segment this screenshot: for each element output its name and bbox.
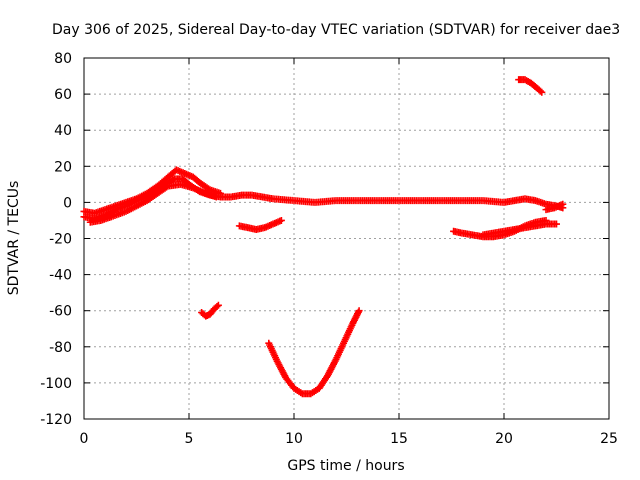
- y-tick-label: -40: [49, 268, 72, 284]
- data-points: [80, 76, 567, 398]
- y-tick-label: 40: [54, 123, 72, 139]
- series-dip-8h: [235, 216, 285, 233]
- data-point: [163, 183, 170, 191]
- series-lower-band: [86, 180, 220, 226]
- grid: [84, 58, 609, 419]
- data-point: [542, 216, 550, 224]
- y-tick-label: 60: [54, 87, 72, 103]
- y-tick-label: -120: [40, 412, 72, 428]
- x-tick-label: 20: [495, 431, 513, 447]
- series-deep-dip: [265, 307, 363, 398]
- data-point: [213, 302, 221, 310]
- x-tick-label: 10: [285, 431, 303, 447]
- x-tick-label: 15: [390, 431, 408, 447]
- y-tick-label: 20: [54, 159, 72, 175]
- chart-title: Day 306 of 2025, Sidereal Day-to-day VTE…: [52, 22, 620, 38]
- data-point: [553, 220, 560, 228]
- data-point: [536, 87, 544, 95]
- series-late-dip: [450, 216, 550, 241]
- data-point: [355, 307, 363, 315]
- series-dip-6h: [198, 301, 222, 320]
- axis-ticks: 0 5 10 15 20 25 -120 -100 -80 -60 -40 -20 0 20 40 60 80: [40, 51, 618, 447]
- y-tick-label: 0: [63, 195, 72, 211]
- y-tick-label: -80: [49, 340, 72, 356]
- y-tick-label: -100: [40, 376, 72, 392]
- data-point: [217, 189, 224, 197]
- y-tick-label: -60: [49, 304, 72, 320]
- data-point: [277, 216, 285, 224]
- data-point: [212, 193, 220, 201]
- x-tick-label: 5: [185, 431, 194, 447]
- data-point: [538, 88, 546, 96]
- series-late-tail: [542, 200, 567, 214]
- data-point: [559, 200, 567, 208]
- data-point: [214, 301, 222, 309]
- series-upper-band: [80, 166, 224, 217]
- x-axis-label: GPS time / hours: [287, 458, 404, 474]
- y-axis-label: SDTVAR / TECUs: [6, 181, 22, 296]
- x-tick-label: 0: [80, 431, 89, 447]
- y-tick-label: -20: [49, 232, 72, 248]
- x-tick-label: 25: [600, 431, 618, 447]
- series-high-arc: [515, 76, 546, 96]
- y-tick-label: 80: [54, 51, 72, 67]
